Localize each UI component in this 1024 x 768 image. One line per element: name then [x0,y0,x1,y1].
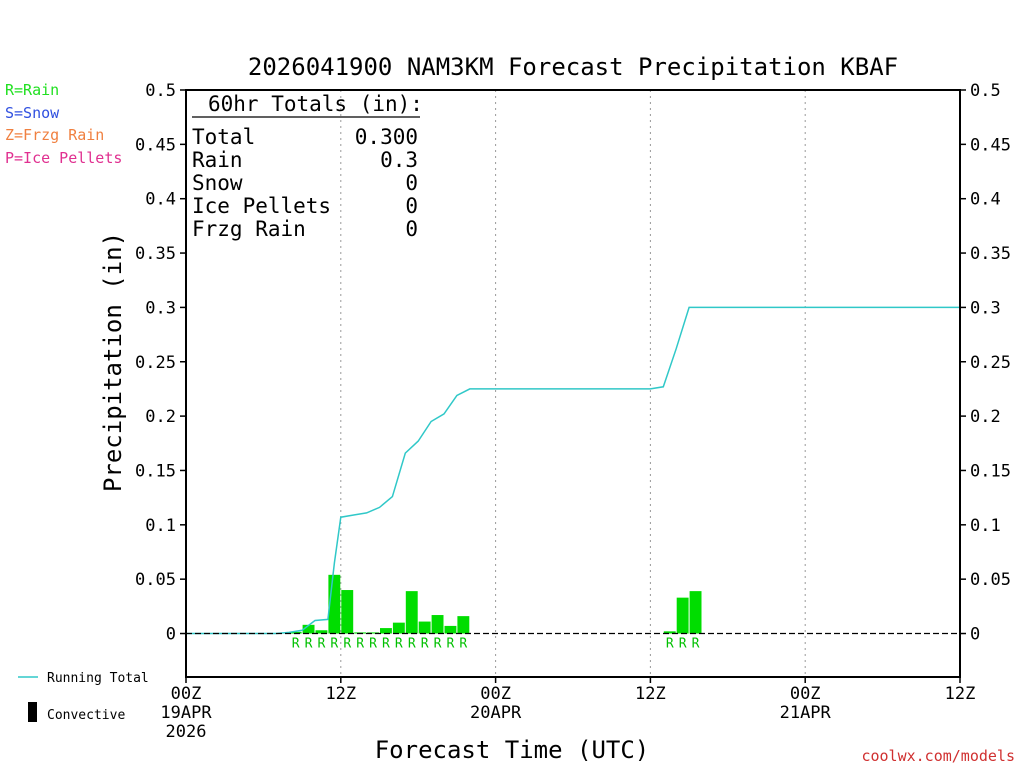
precip-type-marker: R [369,637,377,652]
precip-bar [444,625,457,634]
precip-bar [367,632,379,634]
totals-row-value: 0 [405,217,418,241]
precip-bar [380,628,392,634]
totals-row-label: Rain [192,148,243,172]
x-tick-label: 19APR [160,703,212,723]
totals-row-label: Ice Pellets [192,194,331,218]
convective-legend-label: Convective [47,708,125,723]
precip-bar [341,590,354,634]
y-tick-label-left: 0.5 [145,81,176,101]
legend-rain: R=Rain [5,81,59,99]
x-axis-label: Forecast Time (UTC) [375,736,650,764]
precip-type-marker: R [395,637,403,652]
precip-type-legend: R=Rain S=Snow Z=Frzg Rain P=Ice Pellets [5,81,122,167]
x-tick-label: 00Z [171,684,202,704]
y-tick-label-right: 0.25 [970,353,1011,373]
precip-bar [302,624,315,634]
precip-bar [418,621,431,634]
y-axis: 0 00.05 0.050.1 0.10.15 0.150.2 0.20.25 0.250.… [135,81,1011,645]
precip-bar [431,615,444,634]
totals-row-label: Snow [192,171,243,195]
legend-snow: S=Snow [5,104,60,122]
y-axis-label: Precipitation (in) [99,232,127,492]
precip-bar [328,574,341,634]
bar-series [289,574,702,634]
x-tick-label: 12Z [945,684,976,704]
precip-bar [405,591,418,634]
totals-row-label: Total [192,125,255,149]
y-tick-label-right: 0.15 [970,461,1011,481]
x-tick-label: 12Z [325,684,356,704]
legend-frzg-rain: Z=Frzg Rain [5,126,104,144]
y-tick-label-left: 0.15 [135,461,176,481]
precip-type-marker: R [356,637,364,652]
y-tick-label-left: 0.2 [145,407,176,427]
y-tick-label-left: 0.05 [135,570,176,590]
x-tick-label: 20APR [470,703,522,723]
y-tick-label-right: 0.35 [970,244,1011,264]
precip-type-marker: R [330,637,338,652]
precip-bar [663,631,676,634]
y-tick-label-left: 0.3 [145,298,176,318]
y-tick-label-right: 0.05 [970,570,1011,590]
precip-type-marker: R [459,637,467,652]
precip-bar [315,630,328,634]
y-tick-label-right: 0.3 [970,298,1001,318]
precip-type-marker: R [343,637,351,652]
series-legend: Running Total Convective [18,671,149,723]
x-tick-label: 21APR [780,703,832,723]
y-tick-label-left: 0.1 [145,516,176,536]
precip-type-marker: R [692,637,700,652]
y-tick-label-left: 0.35 [135,244,176,264]
precip-type-marker: R [434,637,442,652]
x-tick-label: 00Z [480,684,511,704]
precip-type-marker: R [318,637,326,652]
x-tick-label: 00Z [790,684,821,704]
chart-title: 2026041900 NAM3KM Forecast Precipitation… [248,53,898,81]
totals-header: 60hr Totals (in): [208,92,423,116]
legend-ice-pellets: P=Ice Pellets [5,149,122,167]
precip-type-marker: R [408,637,416,652]
y-tick-label-right: 0 [970,625,980,645]
precip-bar [676,597,689,634]
convective-legend-swatch [28,702,37,722]
totals-row-value: 0.3 [380,148,418,172]
y-tick-label-right: 0.5 [970,81,1001,101]
totals-row-label: Frzg Rain [192,217,306,241]
precip-bar [289,631,302,634]
gridlines [340,90,806,677]
credit-text: coolwx.com/models [861,747,1015,765]
totals-rows: Total 0.300 Rain 0.3 Snow 0 Ice Pellets 0 Frzg R… [192,125,418,241]
precip-type-marker: R [666,637,674,652]
y-tick-label-left: 0.4 [145,190,176,210]
precip-type-marker: R [305,637,313,652]
x-tick-label: 12Z [635,684,666,704]
y-tick-label-left: 0 [166,625,176,645]
totals-row-value: 0.300 [355,125,418,149]
precip-type-marker: R [447,637,455,652]
y-tick-label-left: 0.25 [135,353,176,373]
precip-bar [689,591,702,634]
y-tick-label-left: 0.45 [135,135,176,155]
precip-type-marker: R [292,637,300,652]
running-total-legend-label: Running Total [47,671,149,686]
totals-row-value: 0 [405,194,418,218]
running-total-line [186,306,960,635]
precip-type-marker: R [679,637,687,652]
y-tick-label-right: 0.2 [970,407,1001,427]
precip-bar [457,616,470,634]
precip-type-marker: R [382,637,390,652]
plot-frame [185,89,961,678]
precip-type-marker: R [421,637,429,652]
y-tick-label-right: 0.1 [970,516,1001,536]
precip-bar [392,622,405,634]
y-tick-label-right: 0.4 [970,190,1001,210]
totals-row-value: 0 [405,171,418,195]
totals-box: 60hr Totals (in): Total 0.300 Rain 0.3 Snow 0… [192,92,423,241]
x-tick-label: 2026 [166,722,207,742]
y-tick-label-right: 0.45 [970,135,1011,155]
